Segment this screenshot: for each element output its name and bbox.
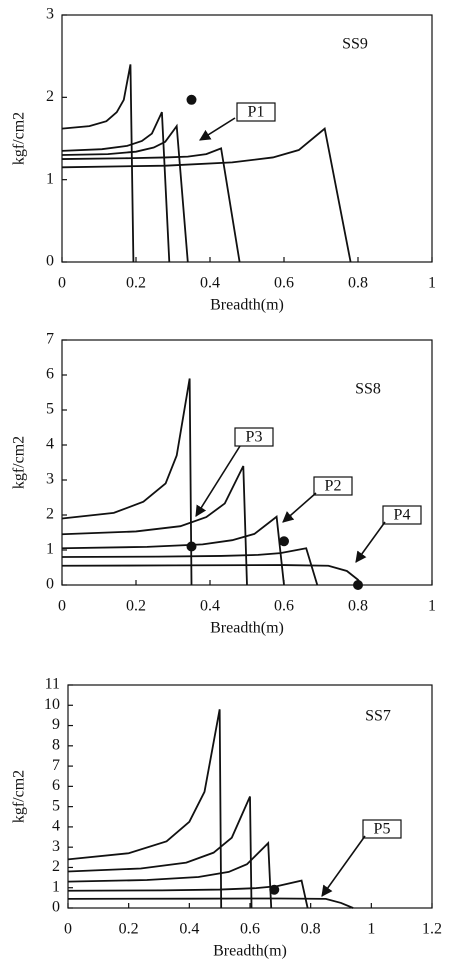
curve [67, 841, 273, 909]
annotation: P2 [325, 478, 342, 495]
x-tick-label: 1 [428, 598, 436, 615]
x-tick-label: 0.8 [348, 275, 368, 292]
x-tick-label: 0.2 [119, 921, 139, 938]
x-tick-label: 1.2 [422, 921, 442, 938]
y-tick-label: 11 [45, 676, 60, 693]
y-tick-label: 7 [52, 757, 60, 774]
annotation: P4 [394, 507, 411, 524]
y-tick-label: 1 [46, 170, 54, 187]
data-point [353, 580, 363, 590]
annotation-arrow [355, 521, 386, 563]
y-tick-label: 0 [46, 576, 54, 593]
y-tick-label: 3 [46, 471, 54, 488]
y-tick-label: 7 [46, 331, 54, 348]
curve [61, 547, 319, 586]
data-point [269, 884, 280, 895]
x-tick-label: 0.4 [179, 921, 199, 938]
y-tick-label: 2 [46, 506, 54, 523]
data-point [186, 94, 197, 105]
x-tick-label: 0.2 [126, 275, 146, 292]
annotation-arrow [282, 492, 317, 523]
x-axis-label: Breadth(m) [210, 620, 284, 637]
curve [67, 897, 354, 909]
x-tick-label: 0.8 [301, 921, 321, 938]
y-tick-label: 6 [52, 777, 60, 794]
curve [61, 465, 248, 586]
y-tick-label: 8 [52, 736, 60, 753]
chart-title: SS8 [355, 381, 381, 398]
plot-frame [61, 339, 433, 586]
y-axis-label: kgf/cm2 [11, 436, 28, 489]
plot-frame [61, 14, 433, 263]
annotation-box [382, 505, 422, 525]
curve [61, 64, 135, 263]
curve [67, 879, 309, 909]
y-tick-label: 0 [52, 899, 60, 916]
chart-title: SS9 [342, 36, 368, 53]
annotation-arrow [195, 445, 241, 517]
annotation: P3 [246, 429, 263, 446]
y-tick-label: 3 [52, 838, 60, 855]
y-tick-label: 2 [52, 858, 60, 875]
x-tick-label: 0.4 [200, 275, 220, 292]
x-tick-label: 0.6 [274, 275, 294, 292]
y-tick-label: 5 [52, 797, 60, 814]
y-tick-label: 9 [52, 716, 60, 733]
data-point [279, 536, 289, 547]
annotation-arrow [199, 117, 236, 141]
y-tick-label: 1 [52, 878, 60, 895]
x-tick-label: 0.4 [200, 598, 220, 615]
annotation-box [236, 102, 276, 122]
curve [61, 111, 171, 263]
y-tick-label: 5 [46, 401, 54, 418]
annotation-box [313, 476, 353, 496]
data-point [186, 541, 197, 552]
chart-panel: 0 1 2 3 4 5 6 7 0 0.2 0.4 0.6 0.8 1 Breadth(m) kgf/cm2 S… [11, 331, 436, 637]
curve [67, 796, 253, 909]
y-tick-label: 0 [46, 253, 54, 270]
x-tick-label: 1 [367, 921, 375, 938]
y-tick-label: 4 [52, 818, 60, 835]
annotation: P1 [248, 104, 265, 121]
x-tick-label: 0 [58, 275, 66, 292]
x-tick-label: 0.2 [126, 598, 146, 615]
y-tick-label: 6 [46, 366, 54, 383]
x-tick-label: 0.8 [348, 598, 368, 615]
annotation-box [234, 427, 274, 447]
y-tick-label: 3 [46, 6, 54, 23]
chart-panel: 0 1 2 3 4 5 6 7 8 9 10 11 0 0.2 0.4 0.6 0.8 1 1.2 Breadth(m… [11, 676, 442, 960]
curve [61, 564, 363, 586]
y-tick-label: 2 [46, 88, 54, 105]
y-axis-label: kgf/cm2 [11, 770, 28, 823]
curve [61, 147, 241, 263]
x-tick-label: 0 [58, 598, 66, 615]
x-tick-label: 0.6 [240, 921, 260, 938]
x-axis-label: Breadth(m) [210, 297, 284, 314]
y-axis-label: kgf/cm2 [11, 112, 28, 165]
y-tick-label: 4 [46, 436, 54, 453]
chart-title: SS7 [365, 708, 391, 725]
curve [61, 515, 285, 586]
y-tick-label: 1 [46, 541, 54, 558]
x-axis-label: Breadth(m) [213, 943, 287, 960]
x-tick-label: 0.6 [274, 598, 294, 615]
curve [67, 709, 223, 909]
x-tick-label: 0 [64, 921, 72, 938]
curve [61, 126, 352, 263]
curve [61, 123, 189, 263]
annotation-arrow [321, 835, 366, 897]
annotation-box [362, 819, 402, 839]
x-tick-label: 1 [428, 275, 436, 292]
curve [61, 378, 193, 586]
chart-panel: 0 1 2 3 0 0.2 0.4 0.6 0.8 1 Breadth(m) kgf/cm2 SS9 P1 [11, 6, 436, 314]
annotation: P5 [374, 821, 391, 838]
y-tick-label: 10 [44, 696, 60, 713]
